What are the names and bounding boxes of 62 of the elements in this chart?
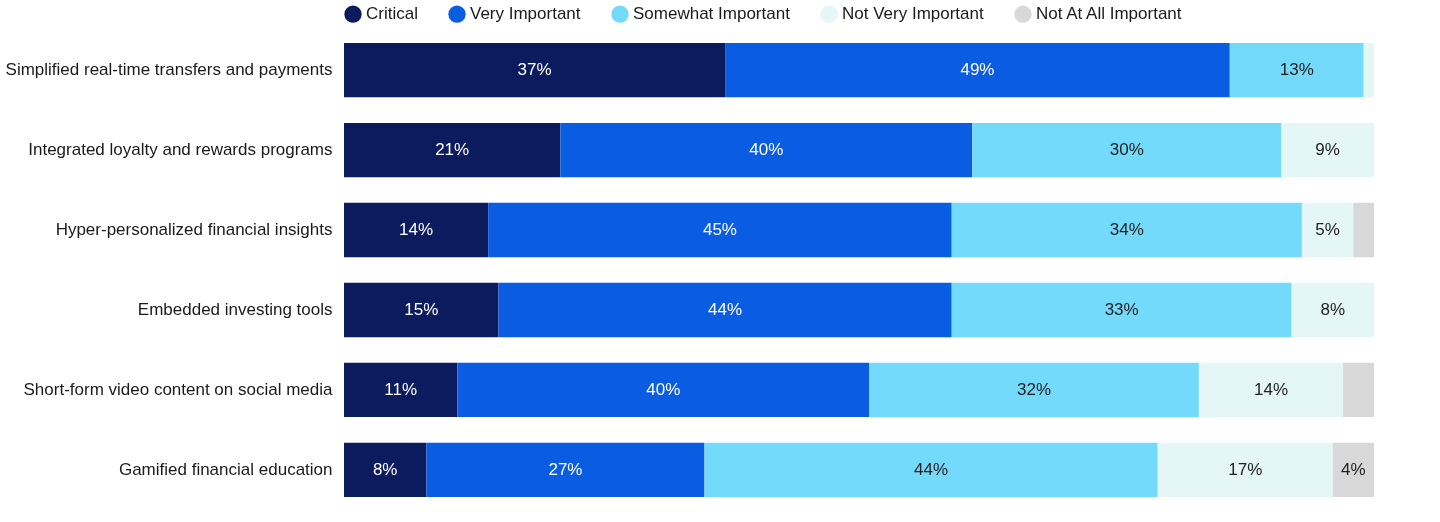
data-label: 5% <box>1315 220 1340 240</box>
data-label: 30% <box>1109 140 1144 160</box>
bar <box>1229 42 1364 98</box>
data-label: 32% <box>1017 379 1052 399</box>
data-label: 27% <box>548 459 583 479</box>
bar <box>560 122 973 178</box>
data-label: 34% <box>1109 220 1144 240</box>
bar <box>972 122 1282 178</box>
data-label: 14% <box>1253 379 1289 399</box>
data-label: 17% <box>1228 459 1263 479</box>
bar <box>344 442 427 498</box>
bar <box>344 122 561 178</box>
data-label: 37% <box>517 60 552 80</box>
legend-label: Very Important <box>470 4 581 24</box>
bar <box>1291 282 1374 338</box>
data-label: 4% <box>1341 459 1366 479</box>
y-tick-label: Short-form video content on social media <box>23 379 334 399</box>
bar <box>1343 362 1374 418</box>
data-label: 44% <box>914 459 949 479</box>
y-tick-label: Integrated loyalty and rewards programs <box>28 140 333 160</box>
legend-label: Not Very Important <box>842 4 984 24</box>
y-tick-label: Hyper-personalized financial insights <box>55 220 333 240</box>
bar <box>869 362 1199 418</box>
data-label: 13% <box>1279 60 1314 80</box>
bar <box>1301 202 1354 258</box>
data-label: 33% <box>1104 299 1139 319</box>
data-label: 9% <box>1315 140 1340 160</box>
data-label: 49% <box>960 60 995 80</box>
legend-label: Not At All Important <box>1036 4 1182 24</box>
data-label: 8% <box>1320 299 1346 319</box>
bar <box>498 282 952 338</box>
bar <box>457 362 870 418</box>
bar <box>344 202 489 258</box>
bar <box>725 42 1230 98</box>
bar <box>1281 122 1374 178</box>
bar <box>1363 42 1374 98</box>
bar <box>344 42 726 98</box>
data-label: 44% <box>708 299 743 319</box>
y-tick-label: Embedded investing tools <box>137 299 333 319</box>
bar <box>1198 362 1344 418</box>
data-label: 40% <box>646 379 681 399</box>
data-label: 21% <box>435 140 470 160</box>
bar <box>488 202 952 258</box>
bar <box>951 282 1292 338</box>
data-label: 40% <box>749 140 784 160</box>
bar <box>344 362 458 418</box>
bar <box>1332 442 1374 498</box>
bar <box>344 282 499 338</box>
bar <box>426 442 705 498</box>
data-label: 15% <box>404 299 439 319</box>
bar <box>1157 442 1333 498</box>
data-label: 14% <box>399 220 434 240</box>
bar <box>951 202 1302 258</box>
legend-label: Somewhat Important <box>633 4 791 24</box>
y-tick-label: Simplified real-time transfers and payments <box>5 60 333 80</box>
bar <box>1353 202 1374 258</box>
data-label: 11% <box>384 379 418 399</box>
data-label: 8% <box>372 459 398 479</box>
legend-label: Critical <box>366 4 418 24</box>
data-label: 45% <box>702 220 737 240</box>
bar <box>704 442 1158 498</box>
y-tick-label: Gamified financial education <box>118 459 333 479</box>
